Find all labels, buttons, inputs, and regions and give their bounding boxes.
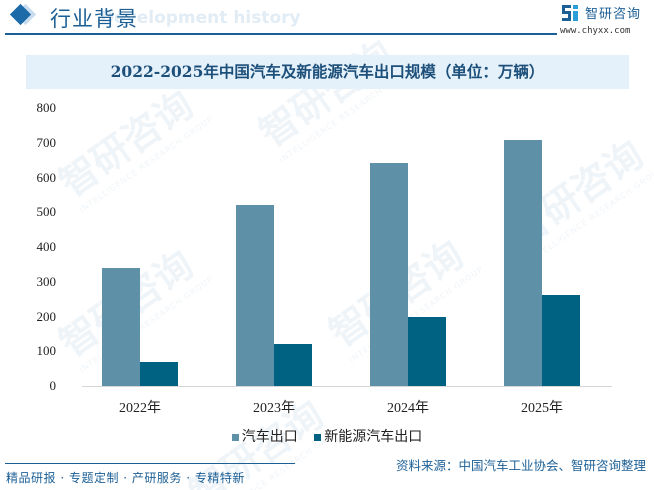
footer-divider: [5, 463, 295, 464]
bar-car-export: [236, 204, 274, 386]
x-tick-label: 2025年: [521, 401, 563, 416]
legend-item-nev-export: 新能源汽车出口: [314, 426, 422, 446]
legend-swatch-icon: [314, 433, 322, 441]
bar-nev-export: [274, 343, 312, 386]
slogan: 精品研报 · 专题定制 · 产研服务 · 专精特新: [6, 471, 245, 485]
header-divider: [5, 33, 557, 35]
brand-url: www.chyxx.com: [560, 26, 631, 36]
legend-swatch-icon: [231, 433, 239, 441]
bar-car-export: [504, 139, 542, 386]
y-tick-label: 700: [36, 134, 57, 150]
x-tick-label: 2022年: [119, 401, 161, 416]
chart-title: 2022-2025年中国汽车及新能源汽车出口规模（单位：万辆）: [110, 62, 545, 81]
data-source: 资料来源：中国汽车工业协会、智研咨询整理: [395, 458, 646, 473]
y-tick-label: 300: [36, 273, 57, 289]
brand-logo-icon: [562, 5, 578, 21]
header-ghost-text: Development history: [100, 8, 301, 28]
y-tick-label: 600: [36, 169, 57, 185]
x-axis-line: [82, 386, 612, 387]
y-tick-label: 400: [36, 239, 57, 254]
y-tick-label: 800: [36, 100, 57, 115]
bar-nev-export: [408, 316, 446, 386]
y-tick-label: 0: [49, 378, 57, 393]
chart-title-bar: 2022-2025年中国汽车及新能源汽车出口规模（单位：万辆）: [26, 55, 629, 89]
y-tick-label: 500: [36, 204, 57, 220]
x-tick-label: 2024年: [387, 401, 429, 416]
chart-legend: 汽车出口 新能源汽车出口: [0, 426, 654, 446]
bar-nev-export: [542, 294, 580, 386]
bar-car-export: [102, 267, 140, 386]
brand-name: 智研咨询: [585, 7, 642, 22]
page-header: Development history 行业背景 智研咨询 www.chyxx.…: [0, 0, 654, 40]
section-title: 行业背景: [50, 7, 138, 31]
y-tick-label: 200: [36, 308, 57, 324]
legend-item-car-export: 汽车出口: [231, 426, 298, 446]
bar-nev-export: [140, 362, 178, 386]
bar-car-export: [370, 162, 408, 386]
x-tick-label: 2023年: [253, 401, 295, 416]
y-tick-label: 100: [36, 343, 57, 359]
